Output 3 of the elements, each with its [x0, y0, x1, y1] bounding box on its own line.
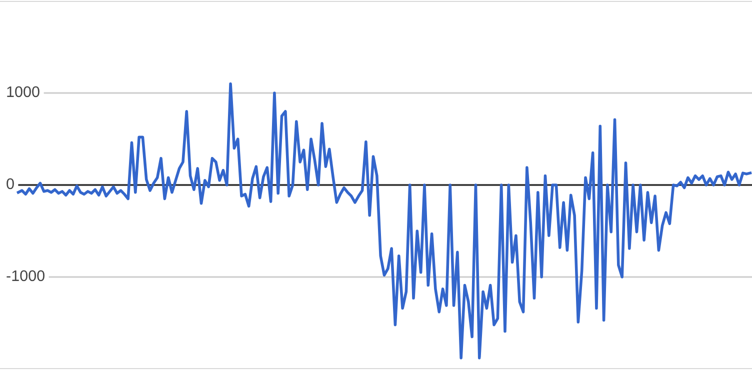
y-tick-label: 1000	[7, 86, 40, 98]
y-tick-label: -1000	[6, 270, 44, 282]
y-tick-label: 0	[6, 178, 14, 190]
